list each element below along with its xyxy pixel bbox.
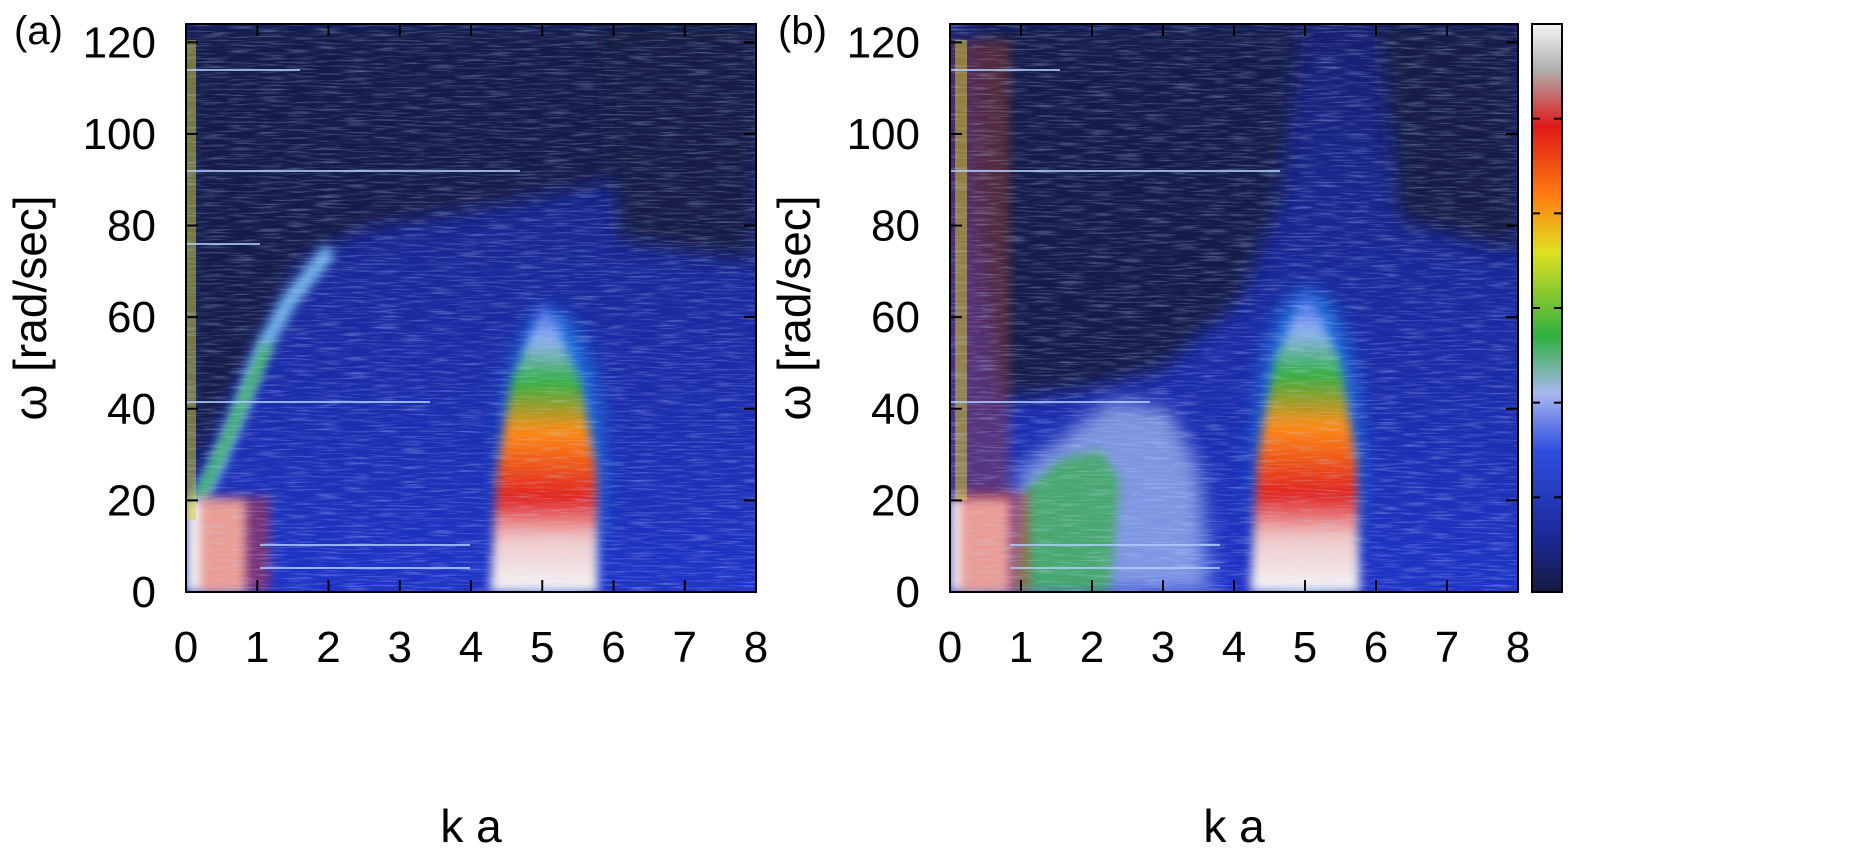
y-tick-label: 40 [871, 385, 920, 434]
y-axis-label-a: ω [rad/sec] [4, 195, 56, 420]
heatmap-b [950, 24, 1518, 592]
y-tick-labels-b: 0 20 40 60 80 100 120 [847, 18, 920, 617]
y-tick-label: 60 [871, 293, 920, 342]
y-tick-label: 0 [132, 568, 156, 617]
y-tick-label: 100 [83, 110, 156, 159]
x-tick-label: 5 [530, 623, 554, 672]
x-tick-label: 7 [673, 623, 697, 672]
x-tick-label: 1 [1009, 623, 1033, 672]
x-axis-label-b: k a [1203, 800, 1265, 850]
x-tick-label: 6 [1364, 623, 1388, 672]
x-tick-label: 8 [744, 623, 768, 672]
x-tick-label: 7 [1435, 623, 1459, 672]
panel-label-a: (a) [14, 9, 63, 53]
y-tick-label: 100 [847, 110, 920, 159]
x-tick-label: 4 [459, 623, 483, 672]
y-tick-label: 40 [107, 385, 156, 434]
heatmap-a [186, 24, 756, 592]
x-tick-label: 0 [938, 623, 962, 672]
x-tick-label: 1 [245, 623, 269, 672]
y-tick-label: 0 [896, 568, 920, 617]
y-tick-label: 120 [847, 18, 920, 67]
x-tick-label: 0 [174, 623, 198, 672]
x-tick-label: 8 [1506, 623, 1530, 672]
y-tick-label: 20 [107, 476, 156, 525]
x-tick-label: 5 [1293, 623, 1317, 672]
y-tick-label: 80 [871, 202, 920, 251]
x-tick-label: 3 [388, 623, 412, 672]
colorbar [1531, 23, 1563, 593]
x-tick-label: 6 [601, 623, 625, 672]
x-axis-label-a: k a [440, 800, 502, 850]
y-tick-label: 120 [83, 18, 156, 67]
axis-ticks-a [185, 24, 757, 593]
axis-ticks-b [949, 24, 1519, 593]
y-tick-labels-a: 0 20 40 60 80 100 120 [83, 18, 156, 617]
y-axis-label-b: ω [rad/sec] [768, 195, 820, 420]
y-tick-label: 20 [871, 476, 920, 525]
colorbar-ticks [1532, 117, 1562, 499]
panel-label-b: (b) [778, 9, 827, 53]
y-tick-label: 60 [107, 293, 156, 342]
x-tick-label: 3 [1151, 623, 1175, 672]
x-tick-label: 2 [316, 623, 340, 672]
x-tick-label: 2 [1080, 623, 1104, 672]
x-tick-label: 4 [1222, 623, 1246, 672]
y-tick-label: 80 [107, 202, 156, 251]
